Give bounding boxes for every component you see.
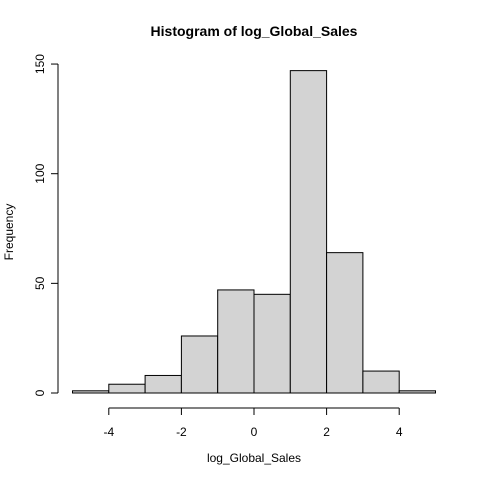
histogram-bars [72, 70, 437, 394]
x-tick-label-4: 4 [396, 425, 403, 439]
x-tick-label-1: -2 [176, 425, 187, 439]
histogram-bar-0 [72, 390, 110, 394]
histogram-bar-9 [398, 390, 437, 394]
x-axis-label: log_Global_Sales [207, 451, 301, 465]
histogram-bar-8 [362, 370, 400, 394]
y-axis: 0 50 100 150 [33, 54, 59, 396]
y-tick-label-1: 50 [33, 276, 47, 290]
histogram-bar-5 [253, 293, 291, 394]
y-tick-label-0: 0 [33, 389, 47, 396]
x-tick-label-3: 2 [323, 425, 330, 439]
chart-title: Histogram of log_Global_Sales [151, 23, 358, 39]
y-tick-label-2: 100 [33, 163, 47, 183]
x-tick-label-2: 0 [251, 425, 258, 439]
histogram-bar-7 [326, 252, 364, 394]
histogram-bar-4 [217, 289, 255, 394]
y-axis-label: Frequency [2, 204, 16, 261]
histogram-bar-3 [180, 335, 219, 394]
y-tick-label-3: 150 [33, 54, 47, 74]
histogram-bar-6 [289, 70, 328, 394]
x-tick-label-0: -4 [103, 425, 114, 439]
histogram-bar-1 [108, 383, 146, 394]
x-axis: -4 -2 0 2 4 [103, 407, 403, 439]
histogram-bar-2 [144, 374, 182, 394]
